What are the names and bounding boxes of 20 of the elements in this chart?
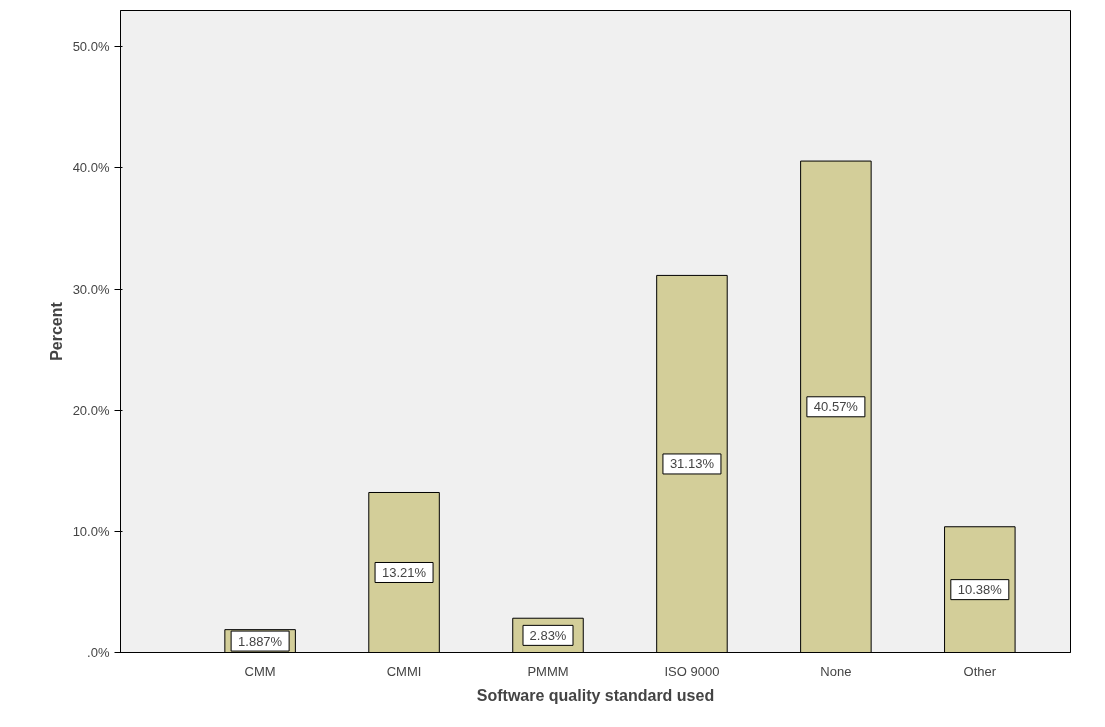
data-label: 2.83% — [529, 627, 567, 643]
y-tick-label: 40.0% — [72, 160, 110, 176]
y-tick-label: 50.0% — [72, 39, 110, 55]
x-tick-label: CMMI — [386, 663, 422, 679]
y-tick-label: 30.0% — [72, 281, 110, 297]
data-label: 31.13% — [669, 456, 715, 472]
x-tick-label: PMMM — [527, 663, 569, 679]
y-tick-label: 20.0% — [72, 402, 110, 418]
data-label: 10.38% — [957, 582, 1003, 598]
x-axis-title: Software quality standard used — [476, 686, 715, 704]
y-axis-title: Percent — [47, 301, 65, 361]
x-tick-label: Other — [963, 663, 997, 679]
data-label: 1.887% — [238, 633, 283, 649]
y-tick-label: .0% — [87, 645, 110, 660]
x-tick-label: CMM — [244, 663, 276, 679]
data-label: 40.57% — [813, 399, 859, 415]
x-tick-label: ISO 9000 — [664, 663, 720, 679]
data-label: 13.21% — [382, 564, 427, 580]
y-tick-label: 10.0% — [72, 523, 110, 539]
x-tick-label: None — [820, 663, 852, 679]
